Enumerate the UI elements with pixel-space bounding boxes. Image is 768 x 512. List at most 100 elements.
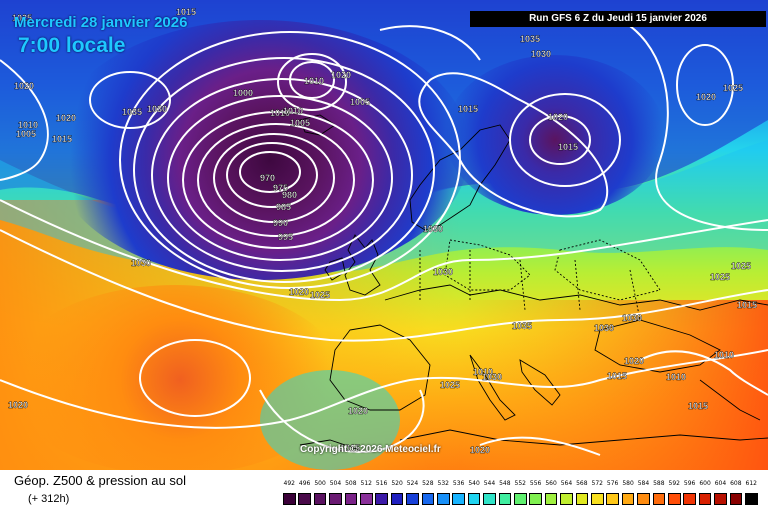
legend-item: 584 xyxy=(636,480,651,510)
isobar-label: 1005 xyxy=(350,97,370,107)
legend-item: 580 xyxy=(621,480,636,510)
model-run-label: Run GFS 6 Z du Jeudi 15 janvier 2026 xyxy=(470,11,766,27)
legend-swatch xyxy=(437,493,450,505)
legend-swatch xyxy=(529,493,542,505)
legend-swatch xyxy=(514,493,527,505)
legend-swatch xyxy=(714,493,727,505)
color-legend: 492 496 500 504 508 512 516 520 524 528 532 536 540 5… xyxy=(282,480,760,510)
isobar-label: 1025 xyxy=(440,380,460,390)
legend-value: 576 xyxy=(606,480,619,487)
legend-item: 596 xyxy=(682,480,697,510)
isobar-label: 1015 xyxy=(737,300,757,310)
legend-value: 548 xyxy=(499,480,511,487)
legend-swatch xyxy=(283,493,296,505)
legend-value: 520 xyxy=(391,480,403,487)
legend-item: 520 xyxy=(390,480,405,510)
legend-item: 576 xyxy=(605,480,620,510)
legend-value: 604 xyxy=(714,480,727,487)
legend-value: 516 xyxy=(375,480,388,487)
legend-item: 492 xyxy=(282,480,297,510)
legend-swatch xyxy=(313,493,327,505)
legend-swatch xyxy=(298,493,311,505)
legend-item: 592 xyxy=(667,480,682,510)
legend-value: 580 xyxy=(622,480,634,487)
isobar-label: 1030 xyxy=(531,49,551,59)
legend-item: 604 xyxy=(713,480,728,510)
legend-value: 556 xyxy=(529,480,542,487)
isobar-label: 1025 xyxy=(723,83,743,93)
isobar-label: 975 xyxy=(273,183,288,193)
isobar-label: 1030 xyxy=(131,258,151,268)
isobar-label: 1030 xyxy=(594,323,614,333)
legend-swatch xyxy=(745,493,758,505)
legend-swatch xyxy=(483,493,496,505)
legend-value: 544 xyxy=(483,480,496,487)
isobar-label: 1035 xyxy=(122,107,142,117)
legend-swatch xyxy=(360,493,373,505)
legend-swatch xyxy=(606,493,619,505)
isobar-label: 1010 xyxy=(270,108,290,118)
isobar-label: 1015 xyxy=(458,104,478,114)
isobar-label: 1020 xyxy=(470,445,490,455)
isobar-label: 1025 xyxy=(12,13,32,23)
legend-value: 536 xyxy=(452,480,465,487)
legend-swatch xyxy=(329,493,342,505)
isobar-label: 1020 xyxy=(548,112,568,122)
isobar-label: 1015 xyxy=(52,134,72,144)
legend-item: 588 xyxy=(652,480,667,510)
legend-item: 504 xyxy=(328,480,343,510)
legend-swatch xyxy=(729,493,743,505)
isobar-label: 1020 xyxy=(331,70,351,80)
legend-swatch xyxy=(591,493,604,505)
legend-swatch xyxy=(498,493,512,505)
isobar-lines xyxy=(0,19,768,456)
copyright-notice: Copyright © 2026 Meteociel.fr xyxy=(300,444,441,455)
isobar-label: 1015 xyxy=(558,142,578,152)
isobar-label: 1020 xyxy=(624,356,644,366)
isobar-label: 1020 xyxy=(696,92,716,102)
lead-time: (+ 312h) xyxy=(28,493,70,505)
forecast-date: Mercredi 28 janvier 2026 xyxy=(14,14,188,31)
isobar-label: 1015 xyxy=(607,371,627,381)
isobar-label: 1035 xyxy=(520,34,540,44)
forecast-time: 7:00 locale xyxy=(18,34,126,57)
legend-value: 528 xyxy=(422,480,434,487)
legend-swatch xyxy=(344,493,358,505)
legend-item: 608 xyxy=(729,480,744,510)
isobar-label: 1025 xyxy=(710,272,730,282)
isobar-label: 1010 xyxy=(666,372,686,382)
legend-swatch xyxy=(698,493,712,505)
legend-swatch xyxy=(560,493,573,505)
scandinavian-low xyxy=(445,55,665,215)
isobar-label: 1010 xyxy=(304,76,324,86)
legend-value: 496 xyxy=(298,480,311,487)
legend-item: 516 xyxy=(374,480,389,510)
legend-value: 592 xyxy=(668,480,680,487)
isobar-label: 1020 xyxy=(56,113,76,123)
legend-value: 608 xyxy=(730,480,742,487)
legend-value: 572 xyxy=(591,480,603,487)
isobar-label: 1010 xyxy=(714,350,734,360)
isobar-label: 1010 xyxy=(473,367,493,377)
legend-item: 532 xyxy=(436,480,451,510)
iberia-green xyxy=(260,370,400,470)
legend-swatch xyxy=(683,493,696,505)
legend-swatch xyxy=(421,493,435,505)
product-title: Géop. Z500 & pression au sol xyxy=(14,473,186,488)
legend-value: 568 xyxy=(576,480,588,487)
legend-swatch xyxy=(668,493,681,505)
legend-value: 532 xyxy=(437,480,449,487)
isobar-label: 1020 xyxy=(8,400,28,410)
legend-item: 508 xyxy=(344,480,359,510)
legend-item: 568 xyxy=(575,480,590,510)
legend-item: 572 xyxy=(590,480,605,510)
legend-item: 540 xyxy=(467,480,482,510)
isobar-label: 1035 xyxy=(512,321,532,331)
legend-value: 584 xyxy=(637,480,650,487)
isobar-label: 1030 xyxy=(433,267,453,277)
legend-value: 588 xyxy=(653,480,665,487)
legend-item: 524 xyxy=(405,480,420,510)
isobar-label: 995 xyxy=(278,232,293,242)
azores-high xyxy=(5,285,345,470)
